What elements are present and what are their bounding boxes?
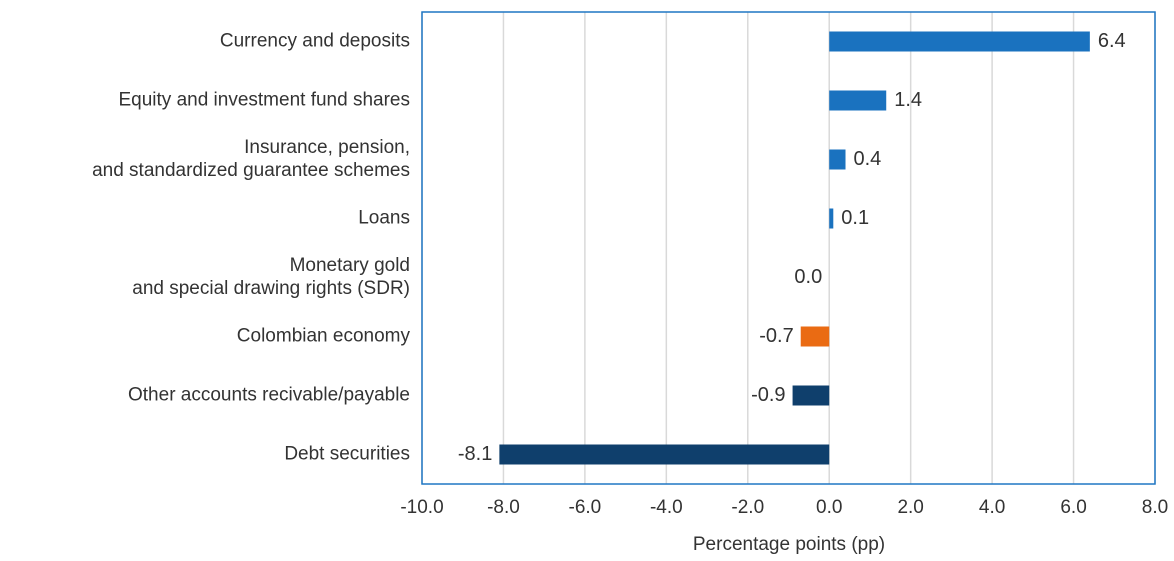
x-tick-label: 2.0: [897, 497, 923, 518]
x-tick-label: -10.0: [400, 497, 443, 518]
x-tick-label: 8.0: [1142, 497, 1168, 518]
value-label: 0.1: [841, 207, 869, 229]
value-label: 1.4: [894, 89, 922, 111]
y-tick-label: Colombian economy: [237, 326, 411, 347]
value-label: 0.4: [854, 148, 882, 170]
value-label: 0.0: [794, 266, 822, 288]
y-tick-label: Equity and investment fund shares: [118, 90, 410, 111]
x-tick-label: -8.0: [487, 497, 520, 518]
bar: [829, 90, 887, 111]
value-label: -8.1: [458, 443, 492, 465]
value-label: -0.7: [759, 325, 793, 347]
bar: [829, 149, 846, 170]
bar: [829, 31, 1090, 52]
x-axis-label: Percentage points (pp): [693, 534, 885, 555]
y-tick-label: Loans: [358, 208, 410, 229]
x-tick-label: 6.0: [1060, 497, 1086, 518]
y-tick-label: Other accounts recivable/payable: [128, 385, 410, 406]
y-tick-label: Insurance, pension, and standardized guar…: [92, 137, 410, 181]
bar: [499, 444, 830, 465]
x-tick-label: -6.0: [569, 497, 602, 518]
x-tick-label: -2.0: [731, 497, 764, 518]
x-tick-label: 0.0: [816, 497, 842, 518]
bar: [800, 326, 830, 347]
y-tick-label: Currency and deposits: [220, 31, 410, 52]
y-tick-label: Debt securities: [284, 444, 410, 465]
value-label: 6.4: [1098, 30, 1126, 52]
x-tick-label: -4.0: [650, 497, 683, 518]
plot-border: [421, 11, 1156, 485]
value-label: -0.9: [751, 384, 785, 406]
x-tick-label: 4.0: [979, 497, 1005, 518]
bar: [792, 385, 830, 406]
bar: [829, 208, 834, 229]
y-tick-label: Monetary gold and special drawing rights …: [132, 255, 410, 299]
